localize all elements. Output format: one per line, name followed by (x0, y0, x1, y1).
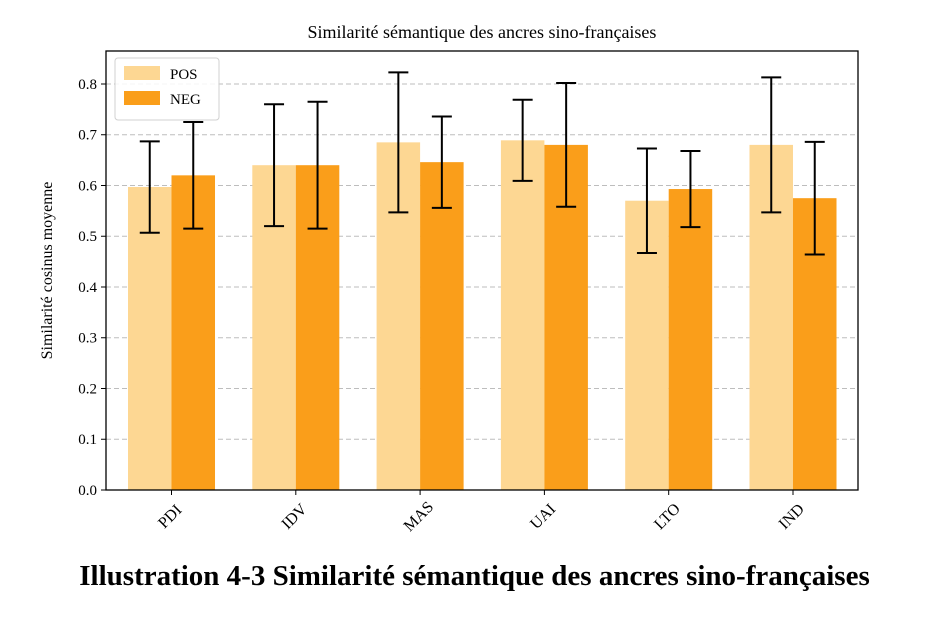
y-tick-label: 0.2 (78, 381, 97, 397)
x-tick-label-pdi: PDI (155, 502, 185, 532)
x-tick-label-idv: IDV (279, 500, 311, 532)
bar-pos-pdi (128, 187, 172, 491)
x-tick-label-mas: MAS (401, 499, 438, 536)
y-tick-label: 0.1 (78, 432, 97, 448)
figure-caption: Illustration 4-3 Similarité sémantique d… (79, 560, 870, 592)
plot-frame (105, 50, 859, 491)
legend: POS NEG (114, 57, 220, 121)
bars (128, 140, 837, 491)
y-tick-label: 0.8 (78, 77, 97, 93)
legend-swatch-pos (124, 66, 160, 80)
bar-pos-uai (500, 140, 545, 490)
bar-chart: Similarité sémantique des ancres sino-fr… (39, 22, 859, 535)
error-bars (139, 71, 825, 256)
y-tick-label: 0.4 (78, 280, 97, 296)
x-tick-label-lto: LTO (651, 500, 684, 533)
bar-neg-lto (668, 189, 713, 490)
legend-label-neg: NEG (170, 92, 201, 108)
legend-label-pos: POS (170, 67, 198, 83)
y-axis-label: Similarité cosinus moyenne (39, 182, 56, 360)
legend-swatch-neg (124, 91, 160, 105)
chart-title: Similarité sémantique des ancres sino-fr… (308, 22, 657, 42)
y-tick-label: 0.5 (78, 229, 97, 245)
x-tick-label-uai: UAI (527, 501, 559, 533)
x-tick-label-ind: IND (776, 501, 808, 533)
y-tick-label: 0.0 (78, 483, 97, 499)
y-tick-label: 0.3 (78, 331, 97, 347)
bar-neg-mas (420, 162, 464, 490)
y-tick-label: 0.6 (78, 178, 97, 194)
y-tick-label: 0.7 (78, 128, 97, 144)
x-axis-ticks: PDI IDV MAS UAI LTO IND (155, 490, 808, 535)
grid-lines (106, 83, 858, 440)
y-axis-ticks: 0.0 0.1 0.2 0.3 0.4 0.5 0.6 0.7 0.8 (78, 77, 106, 499)
